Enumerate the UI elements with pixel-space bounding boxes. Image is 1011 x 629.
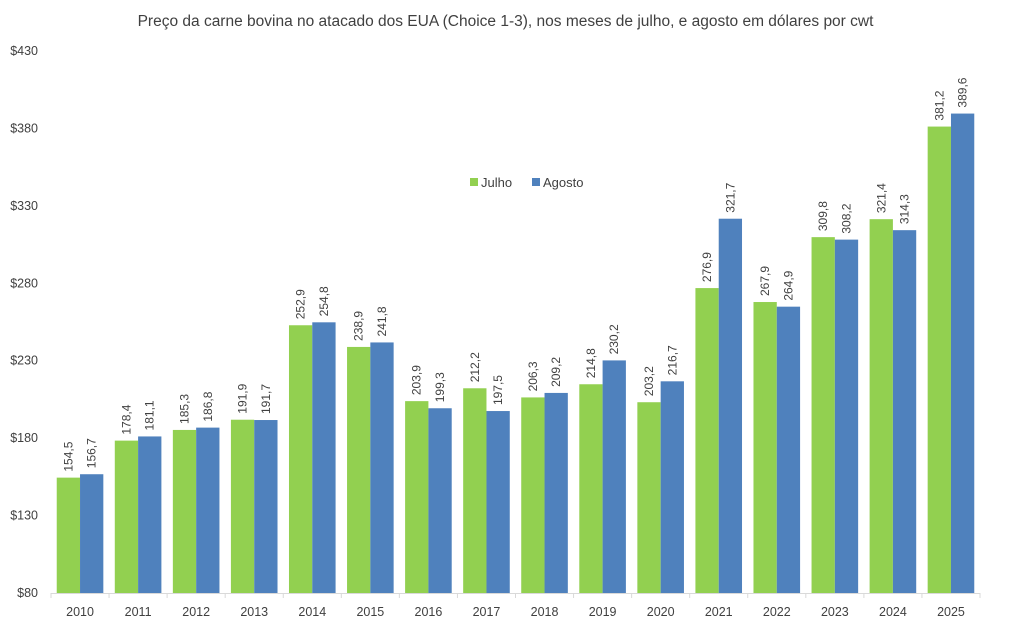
x-tick-label: 2010 xyxy=(66,605,94,619)
bar-julho-2011 xyxy=(114,440,139,593)
x-tick-label: 2015 xyxy=(356,605,384,619)
data-label: 308,2 xyxy=(839,203,853,233)
y-tick-label: $430 xyxy=(10,44,38,58)
x-tick-label: 2012 xyxy=(182,605,210,619)
data-label: 203,2 xyxy=(642,366,656,396)
legend-swatch-agosto xyxy=(532,178,540,186)
legend-swatch-julho xyxy=(470,178,478,186)
y-tick-label: $380 xyxy=(10,121,38,135)
legend-label-julho: Julho xyxy=(481,175,512,190)
x-tick-label: 2021 xyxy=(705,605,733,619)
x-tick-label: 2025 xyxy=(937,605,965,619)
data-label: 309,8 xyxy=(816,201,830,231)
data-label: 276,9 xyxy=(700,252,714,282)
bar-agosto-2020 xyxy=(660,381,684,593)
bar-julho-2018 xyxy=(521,397,545,593)
bar-julho-2019 xyxy=(579,384,603,593)
x-tick-label: 2022 xyxy=(763,605,791,619)
bar-agosto-2018 xyxy=(544,392,568,593)
data-label: 321,7 xyxy=(723,182,737,212)
y-tick-label: $130 xyxy=(10,509,38,523)
bar-agosto-2011 xyxy=(138,436,162,593)
x-tick-label: 2014 xyxy=(298,605,326,619)
bar-julho-2017 xyxy=(463,388,487,593)
y-tick-label: $180 xyxy=(10,431,38,445)
x-tick-label: 2013 xyxy=(240,605,268,619)
data-label: 199,3 xyxy=(433,372,447,402)
bar-agosto-2021 xyxy=(718,218,743,594)
data-label: 238,9 xyxy=(352,311,366,341)
bar-agosto-2015 xyxy=(370,342,394,593)
bar-julho-2010 xyxy=(56,477,81,593)
bar-julho-2013 xyxy=(230,419,255,593)
legend-label-agosto: Agosto xyxy=(543,175,583,190)
data-label: 252,9 xyxy=(294,289,308,319)
data-label: 206,3 xyxy=(526,361,540,391)
data-label: 254,8 xyxy=(317,286,331,316)
x-tick-label: 2018 xyxy=(531,605,559,619)
bar-agosto-2023 xyxy=(834,239,859,593)
data-label: 389,6 xyxy=(956,77,970,107)
data-label: 197,5 xyxy=(491,375,505,405)
bar-julho-2012 xyxy=(172,429,197,593)
data-label: 241,8 xyxy=(375,306,389,336)
x-tick-label: 2016 xyxy=(415,605,443,619)
bar-julho-2020 xyxy=(637,402,661,593)
data-label: 209,2 xyxy=(549,357,563,387)
bar-agosto-2014 xyxy=(312,322,336,593)
data-label: 230,2 xyxy=(607,324,621,354)
data-label: 178,4 xyxy=(119,404,133,434)
bar-agosto-2019 xyxy=(602,360,626,593)
x-tick-label: 2017 xyxy=(473,605,501,619)
data-label: 186,8 xyxy=(201,391,215,421)
x-tick-label: 2019 xyxy=(589,605,617,619)
bar-agosto-2010 xyxy=(80,474,104,593)
data-label: 381,2 xyxy=(932,90,946,120)
chart-title: Preço da carne bovina no atacado dos EUA… xyxy=(137,13,874,30)
bar-agosto-2012 xyxy=(196,427,220,593)
data-label: 314,3 xyxy=(898,194,912,224)
data-label: 264,9 xyxy=(781,270,795,300)
bar-julho-2014 xyxy=(288,325,313,593)
bar-julho-2015 xyxy=(347,346,371,593)
x-tick-label: 2020 xyxy=(647,605,675,619)
data-label: 191,7 xyxy=(259,384,273,414)
bar-agosto-2016 xyxy=(428,408,452,593)
x-tick-label: 2023 xyxy=(821,605,849,619)
bar-julho-2021 xyxy=(695,288,719,593)
data-label: 191,9 xyxy=(236,383,250,413)
bar-julho-2016 xyxy=(405,401,429,593)
data-label: 185,3 xyxy=(178,394,192,424)
bar-julho-2023 xyxy=(811,237,835,593)
y-tick-label: $80 xyxy=(17,586,38,600)
bar-agosto-2013 xyxy=(254,420,278,593)
bar-julho-2022 xyxy=(753,302,777,593)
x-tick-label: 2024 xyxy=(879,605,907,619)
data-label: 156,7 xyxy=(85,438,99,468)
data-label: 216,7 xyxy=(665,345,679,375)
y-tick-label: $280 xyxy=(10,276,38,290)
bar-agosto-2024 xyxy=(892,230,917,593)
data-label: 214,8 xyxy=(584,348,598,378)
data-label: 267,9 xyxy=(758,266,772,296)
bar-agosto-2022 xyxy=(776,306,801,593)
y-tick-label: $230 xyxy=(10,354,38,368)
bar-julho-2024 xyxy=(869,219,893,593)
data-label: 181,1 xyxy=(143,400,157,430)
bar-agosto-2025 xyxy=(950,113,975,593)
bar-julho-2025 xyxy=(927,126,951,593)
data-label: 203,9 xyxy=(410,365,424,395)
data-label: 212,2 xyxy=(468,352,482,382)
data-label: 321,4 xyxy=(874,183,888,213)
data-label: 154,5 xyxy=(61,441,75,471)
x-tick-label: 2011 xyxy=(125,605,152,619)
bar-agosto-2017 xyxy=(486,411,510,593)
y-tick-label: $330 xyxy=(10,199,38,213)
